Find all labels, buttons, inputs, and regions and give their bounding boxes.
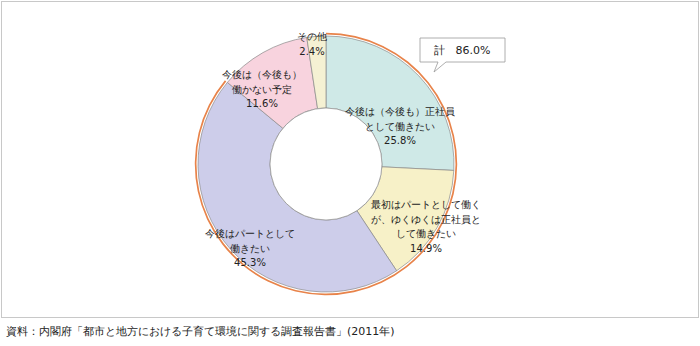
annotation-arc: [195, 33, 457, 295]
category-label: 最初はパートとして働くが、ゆくゆくは正社員として働きたい: [371, 199, 481, 239]
category-label: 今後は（今後も）正社員として働きたい: [345, 106, 455, 132]
category-label: 今後は（今後も）働かない予定: [222, 69, 302, 95]
labels: 今後は（今後も）正社員として働きたい 25.8% 最初はパートとして働くが、ゆくゆく…: [205, 31, 481, 268]
category-label: その他: [297, 31, 327, 42]
data-label: 11.6%: [246, 98, 278, 109]
category-label: 今後はパートとして働きたい: [205, 228, 295, 254]
data-label: 25.8%: [384, 135, 416, 146]
plot: [195, 33, 457, 295]
annotation-box: 計 86.0%: [420, 38, 505, 72]
annotation-text: 計 86.0%: [434, 44, 491, 57]
callout: [420, 38, 505, 72]
data-label: 45.3%: [234, 257, 266, 268]
data-label: 2.4%: [299, 46, 324, 57]
source: 資料：内閣府「都市と地方における子育て環境に関する調査報告書」(2011年): [6, 325, 395, 338]
frame: [2, 2, 699, 318]
chart: 計 86.0% 今後は（今後も）正社員として働きたい 25.8% 最初はパートとして働…: [0, 0, 700, 346]
data-label: 14.9%: [410, 243, 442, 254]
